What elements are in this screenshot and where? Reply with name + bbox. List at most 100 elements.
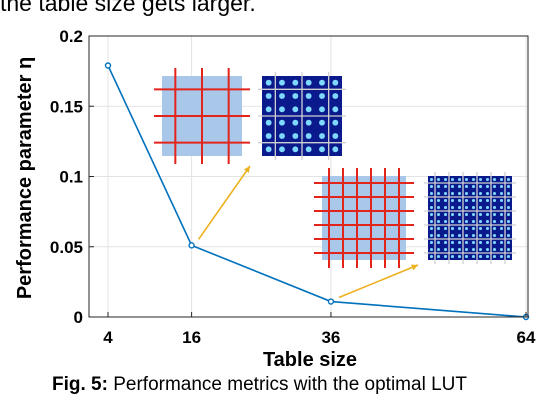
spot [450, 205, 455, 210]
spot [492, 233, 497, 238]
spot [464, 240, 469, 245]
spot [471, 184, 476, 189]
spot [485, 240, 490, 245]
spot [506, 191, 511, 196]
spot [492, 226, 497, 231]
data-point [327, 298, 335, 305]
inset-arrow-head [243, 166, 250, 173]
spot [443, 254, 448, 259]
spot [436, 247, 441, 252]
spot [450, 184, 455, 189]
spot [506, 212, 511, 217]
spot [429, 226, 434, 231]
spot [457, 233, 462, 238]
caption-label: Fig. 5: [52, 374, 108, 395]
spot [436, 240, 441, 245]
spot [485, 219, 490, 224]
spot [471, 198, 476, 203]
spot [457, 205, 462, 210]
spot [305, 133, 312, 139]
spot [450, 212, 455, 217]
data-point [104, 62, 112, 69]
spot [279, 79, 285, 86]
spot [478, 212, 483, 217]
spot [450, 226, 455, 231]
spot [443, 233, 448, 238]
spot [443, 177, 448, 182]
spot [429, 184, 434, 189]
spot [279, 133, 285, 139]
spot [506, 226, 511, 231]
spot [499, 205, 504, 210]
spot [279, 106, 285, 113]
spot [471, 254, 476, 259]
spot [279, 119, 285, 126]
spot [464, 247, 469, 252]
spot [471, 191, 476, 196]
spot [499, 191, 504, 196]
spot [478, 198, 483, 203]
spot [499, 233, 504, 238]
spot [499, 226, 504, 231]
spot [332, 106, 339, 113]
spot [499, 247, 504, 252]
lattice-background [322, 176, 406, 260]
spot [464, 254, 469, 259]
spot [265, 79, 272, 86]
spot [443, 212, 448, 217]
data-point [188, 242, 195, 249]
series-polyline [107, 65, 527, 318]
spot [485, 226, 490, 231]
spot [429, 191, 434, 196]
spot [292, 146, 299, 153]
y-tick-label: 0.2 [59, 27, 83, 46]
spot [305, 93, 312, 99]
spot [492, 191, 497, 196]
spot [436, 184, 441, 189]
spot [450, 240, 455, 245]
spot [305, 79, 312, 86]
y-tick-label: 0.05 [50, 238, 83, 257]
spot [450, 233, 455, 238]
spot [292, 79, 299, 86]
spot [436, 226, 441, 231]
spot [499, 240, 504, 245]
spot [457, 254, 462, 259]
spot [506, 233, 511, 238]
x-tick-label: 64 [517, 328, 536, 347]
y-tick-label: 0.1 [59, 168, 83, 187]
spot [478, 226, 483, 231]
spot [279, 146, 285, 153]
spot [464, 233, 469, 238]
spot [485, 254, 490, 259]
spot [292, 93, 299, 99]
inset-arrow-head [411, 264, 418, 271]
spot [450, 254, 455, 259]
spot [471, 240, 476, 245]
spot [443, 184, 448, 189]
spot [464, 226, 469, 231]
spot [436, 212, 441, 217]
spot [478, 191, 483, 196]
spot [457, 247, 462, 252]
spot [450, 191, 455, 196]
spot [471, 233, 476, 238]
spot [332, 119, 339, 126]
spot [429, 247, 434, 252]
spot [305, 146, 312, 153]
spot [319, 106, 325, 113]
spot [464, 205, 469, 210]
spot [492, 219, 497, 224]
spot [450, 219, 455, 224]
spot [450, 177, 455, 182]
spot [478, 247, 483, 252]
spot [436, 219, 441, 224]
spot [485, 177, 490, 182]
spot [450, 247, 455, 252]
spot [436, 177, 441, 182]
spot [457, 191, 462, 196]
top-text: the table size gets larger. [0, 0, 256, 16]
spot [499, 198, 504, 203]
spot [436, 233, 441, 238]
